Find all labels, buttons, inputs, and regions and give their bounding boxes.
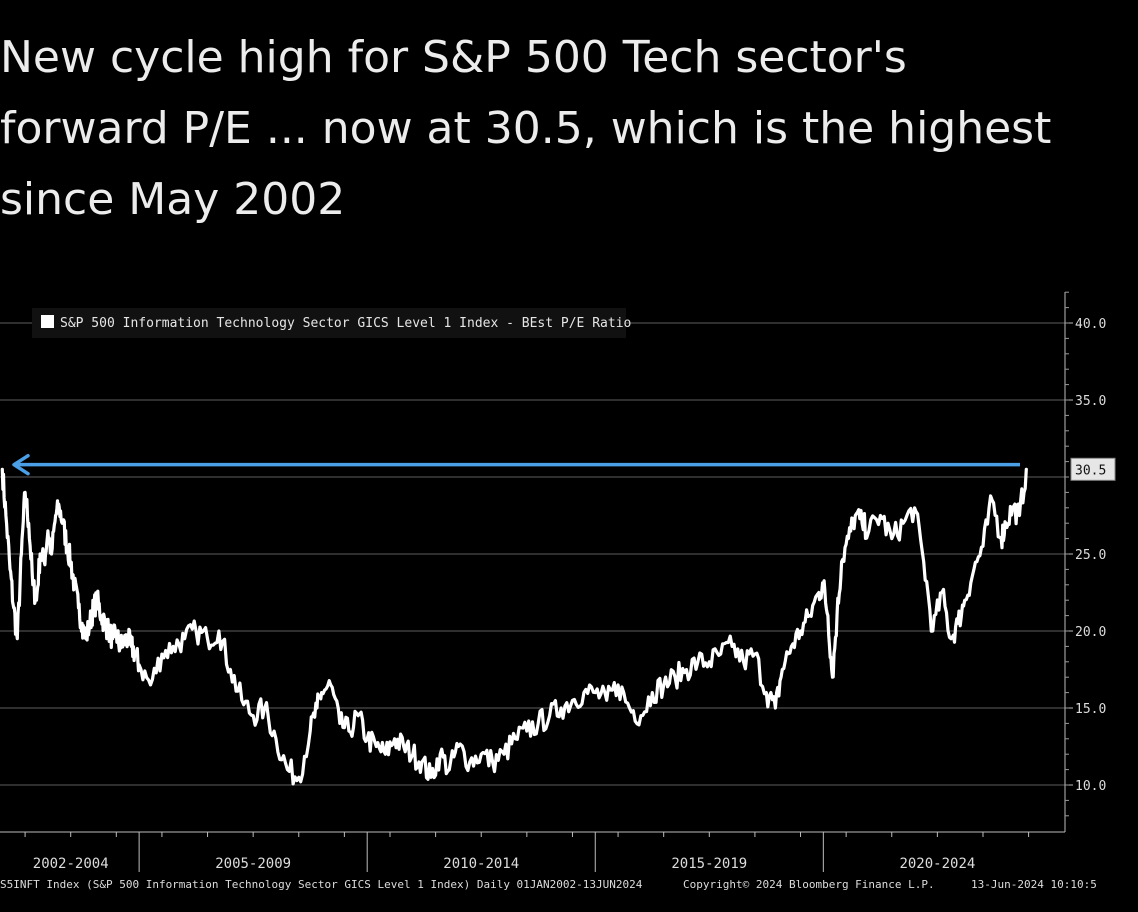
y-tick-label: 20.0 xyxy=(1075,625,1106,640)
x-tick-label: 2010-2014 xyxy=(443,856,519,872)
chart-legend: S&P 500 Information Technology Sector GI… xyxy=(32,308,631,338)
y-tick-label: 35.0 xyxy=(1075,394,1106,409)
arrow-head xyxy=(12,453,30,476)
y-tick-label: 25.0 xyxy=(1075,548,1106,563)
last-value-tag-text: 30.5 xyxy=(1075,463,1106,478)
legend-box xyxy=(32,308,626,338)
last-value-tag: 30.5 xyxy=(1070,457,1116,481)
x-tick-label: 2002-2004 xyxy=(33,856,109,872)
reference-arrow xyxy=(12,453,1020,476)
x-tick-label: 2015-2019 xyxy=(671,856,747,872)
x-tick-label: 2005-2009 xyxy=(215,856,291,872)
post-headline: New cycle high for S&P 500 Tech sector's… xyxy=(0,32,1052,225)
y-tick-label: 15.0 xyxy=(1075,702,1106,717)
x-tick-label: 2020-2024 xyxy=(899,856,975,872)
y-tick-label: 10.0 xyxy=(1075,779,1106,794)
footer-copyright: Copyright© 2024 Bloomberg Finance L.P. xyxy=(683,878,935,891)
legend-label: S&P 500 Information Technology Sector GI… xyxy=(60,316,631,331)
legend-swatch xyxy=(41,315,54,328)
x-axis-ticks: 2002-2004 2005-2009 2010-2014 2015-2019 2020… xyxy=(24,832,1030,872)
footer-source: S5INFT Index (S&P 500 Information Techno… xyxy=(0,878,643,891)
series-line-pe-ratio xyxy=(0,467,1028,786)
gridlines xyxy=(0,322,1065,786)
last-value-tag-box xyxy=(1070,457,1116,481)
footer-timestamp: 13-Jun-2024 10:10:5 xyxy=(971,878,1097,891)
y-axis-ticks: 40.0 35.0 25.0 20.0 15.0 10.0 xyxy=(1065,291,1106,817)
y-tick-label: 40.0 xyxy=(1075,317,1106,332)
